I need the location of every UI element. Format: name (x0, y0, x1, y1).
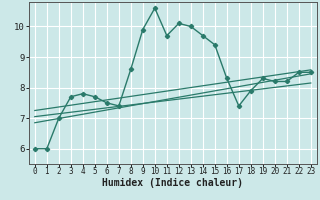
X-axis label: Humidex (Indice chaleur): Humidex (Indice chaleur) (102, 178, 243, 188)
